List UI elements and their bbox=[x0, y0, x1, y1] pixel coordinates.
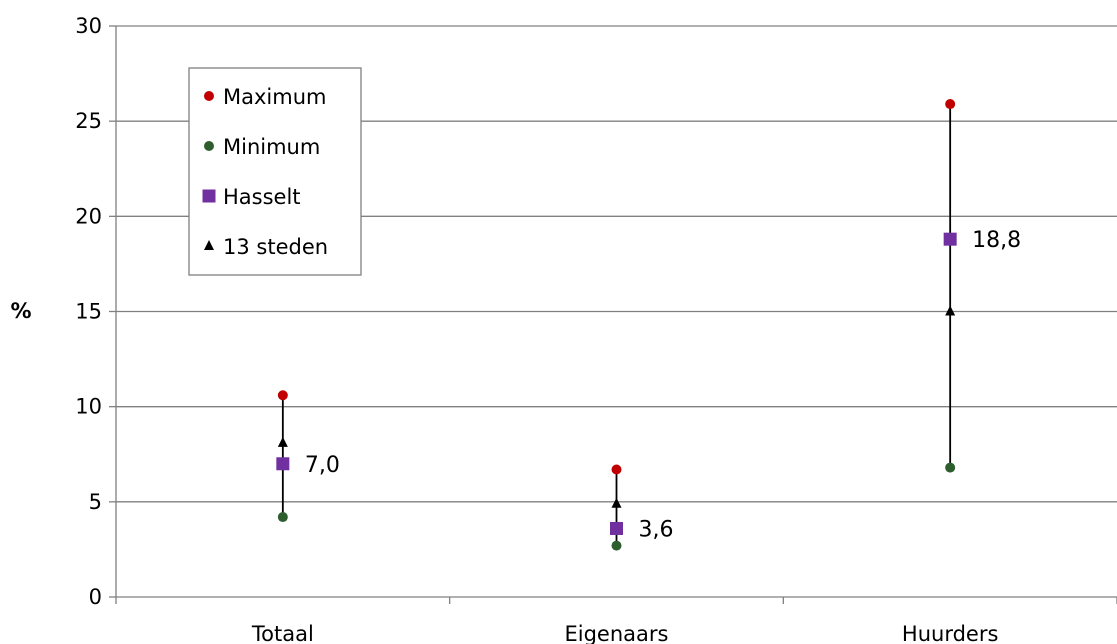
range-lines bbox=[281, 104, 952, 546]
legend-entry: Hasselt bbox=[223, 185, 301, 209]
y-tick-label: 0 bbox=[89, 585, 102, 609]
maximum-point bbox=[277, 390, 288, 401]
axes: 0 5 10 15 20 25 30 Totaal Eigenaars Huurders bbox=[75, 14, 1117, 644]
data-label: 7,0 bbox=[305, 453, 340, 478]
x-tick-label: Totaal bbox=[251, 622, 314, 644]
data-markers bbox=[276, 99, 957, 551]
legend-marker-maximum bbox=[204, 91, 214, 101]
data-labels: 7,0 3,6 18,8 bbox=[305, 228, 1021, 542]
legend-marker-13-steden bbox=[204, 240, 214, 250]
13-steden-point bbox=[611, 497, 622, 508]
legend-entry: Maximum bbox=[223, 85, 326, 109]
13-steden-point bbox=[945, 305, 956, 316]
maximum-point bbox=[945, 99, 956, 110]
legend-box bbox=[188, 67, 362, 276]
hasselt-point bbox=[610, 521, 623, 535]
maximum-point bbox=[611, 464, 622, 475]
data-label: 3,6 bbox=[639, 517, 674, 542]
y-tick-label: 20 bbox=[75, 204, 102, 228]
minimum-point bbox=[277, 512, 288, 523]
y-tick-label: 5 bbox=[89, 490, 102, 514]
hasselt-point bbox=[943, 232, 957, 246]
y-axis-title: % bbox=[10, 299, 31, 323]
y-tick-label: 10 bbox=[75, 395, 102, 419]
legend-entry: 13 steden bbox=[223, 235, 328, 259]
legend-marker-hasselt bbox=[202, 189, 216, 203]
minimum-point bbox=[945, 462, 956, 473]
y-tick-label: 30 bbox=[75, 14, 102, 38]
legend: Maximum Minimum Hasselt 13 steden bbox=[188, 67, 362, 276]
legend-marker-minimum bbox=[204, 141, 214, 151]
minimum-point bbox=[611, 540, 622, 551]
y-tick-label: 15 bbox=[75, 300, 102, 324]
hasselt-point bbox=[276, 457, 290, 471]
x-tick-label: Huurders bbox=[902, 622, 999, 644]
13-steden-point bbox=[277, 436, 288, 447]
x-tick-label: Eigenaars bbox=[565, 622, 669, 644]
data-label: 18,8 bbox=[972, 228, 1021, 253]
y-tick-label: 25 bbox=[75, 109, 102, 133]
legend-entry: Minimum bbox=[223, 135, 320, 159]
